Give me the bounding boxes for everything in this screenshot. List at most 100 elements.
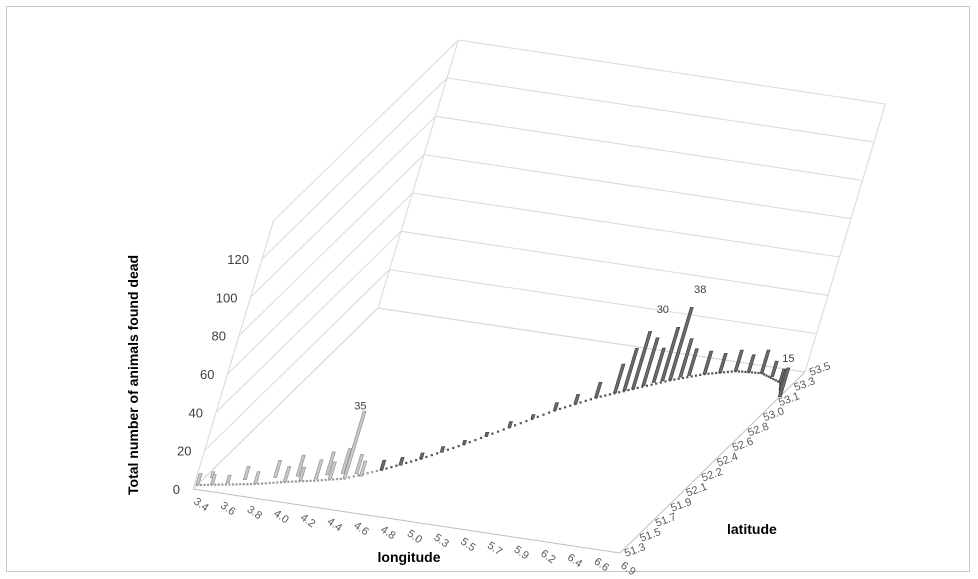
floor-dot xyxy=(309,479,312,482)
x-tick-label: 6.4 xyxy=(565,552,584,571)
bars xyxy=(195,307,791,486)
x-tick-label: 4.8 xyxy=(378,524,397,543)
floor-dot xyxy=(558,407,562,410)
floor-dot xyxy=(686,376,689,379)
bar xyxy=(686,348,699,376)
floor-dot xyxy=(618,391,621,394)
floor-dot xyxy=(774,379,777,382)
bar xyxy=(298,466,307,481)
x-tick-label: 5.9 xyxy=(512,544,531,563)
floor-dot xyxy=(741,370,744,373)
floor-dot xyxy=(410,460,413,463)
floor-dot xyxy=(636,386,639,390)
floor-dot xyxy=(681,376,685,380)
floor-dot xyxy=(608,393,612,396)
floor-dot xyxy=(206,483,210,486)
floor-dot xyxy=(313,479,316,482)
bar xyxy=(660,326,681,382)
x-axis-title: longitude xyxy=(378,549,441,565)
floor-dot xyxy=(324,478,327,482)
floor-dot xyxy=(302,480,305,483)
bar xyxy=(282,466,292,483)
floor-dot xyxy=(699,373,702,376)
floor-dot xyxy=(468,441,471,444)
floor-dot xyxy=(221,483,224,486)
floor-dot xyxy=(664,380,667,383)
floor-dot xyxy=(375,469,379,473)
z-tick-label: 20 xyxy=(177,444,191,459)
floor-dot xyxy=(765,374,768,377)
y-axis-title: latitude xyxy=(727,521,777,537)
floor-dot xyxy=(385,467,388,470)
bar xyxy=(718,353,728,373)
floor-dot xyxy=(757,371,760,375)
floor-dot xyxy=(436,452,439,455)
bar xyxy=(631,331,653,390)
data-label: 35 xyxy=(354,401,366,413)
bar xyxy=(702,350,714,375)
bar xyxy=(746,354,756,373)
bar xyxy=(273,460,283,478)
x-tick-label: 3.8 xyxy=(245,504,264,523)
floor-dot xyxy=(730,370,733,373)
x-tick-label: 4.2 xyxy=(298,512,317,531)
bar xyxy=(327,461,337,480)
z-tick-label: 40 xyxy=(189,405,203,420)
chart-frame xyxy=(6,6,970,572)
floor-dot xyxy=(711,372,714,375)
x-tick-label: 3.6 xyxy=(218,500,237,519)
floor-dot xyxy=(536,415,539,418)
annotations: 35 30 38 15 xyxy=(354,284,794,412)
floor-dot xyxy=(650,383,653,386)
z-tick-label: 80 xyxy=(212,329,226,344)
y-tick-label: 53.5 xyxy=(808,360,832,379)
floor-dot xyxy=(707,372,710,375)
bar xyxy=(358,460,368,477)
floor-dot xyxy=(496,430,500,433)
floor-dot xyxy=(253,482,256,486)
bar xyxy=(325,451,336,476)
bar xyxy=(552,402,559,411)
bar xyxy=(354,454,365,474)
data-label: 38 xyxy=(694,284,706,296)
floor-dot xyxy=(257,482,260,485)
floor-dot xyxy=(249,483,253,486)
floor-dot xyxy=(260,482,264,485)
floor-dot xyxy=(231,483,235,486)
gridline xyxy=(273,39,886,222)
floor-dot xyxy=(366,472,369,475)
x-tick-label: 6.2 xyxy=(538,548,557,567)
floor-dot xyxy=(767,375,770,378)
floor-dot xyxy=(348,476,351,479)
floor-dot xyxy=(235,483,238,486)
x-tick-label: 5.7 xyxy=(485,540,504,559)
bar xyxy=(612,363,626,394)
floor-dot xyxy=(332,478,335,481)
bar xyxy=(342,411,367,479)
floor-dot xyxy=(722,371,726,374)
floor-dot xyxy=(217,483,220,486)
floor-dot xyxy=(519,422,522,425)
z-tick-label: 60 xyxy=(200,367,214,382)
wall-edge xyxy=(804,103,886,373)
floor-dot xyxy=(339,477,342,480)
floor-dot xyxy=(659,381,662,384)
floor-dot xyxy=(430,454,433,457)
floor-dot xyxy=(776,380,780,383)
data-label: 15 xyxy=(782,353,794,365)
z-tick-label: 100 xyxy=(216,290,238,305)
floor-dot xyxy=(655,382,658,385)
z-axis-title: Total number of animals found dead xyxy=(125,255,141,495)
floor-dot xyxy=(371,470,374,474)
floor-dot xyxy=(228,483,231,486)
floor-dot xyxy=(291,480,294,483)
x-tick-label: 4.6 xyxy=(351,520,370,539)
bar xyxy=(484,432,490,437)
data-label: 30 xyxy=(657,304,669,316)
floor-dot xyxy=(694,374,698,377)
bar xyxy=(651,347,666,383)
bar xyxy=(759,349,771,374)
floor-dot xyxy=(357,474,360,477)
floor-dot xyxy=(352,475,355,478)
floor-dot xyxy=(294,480,297,483)
